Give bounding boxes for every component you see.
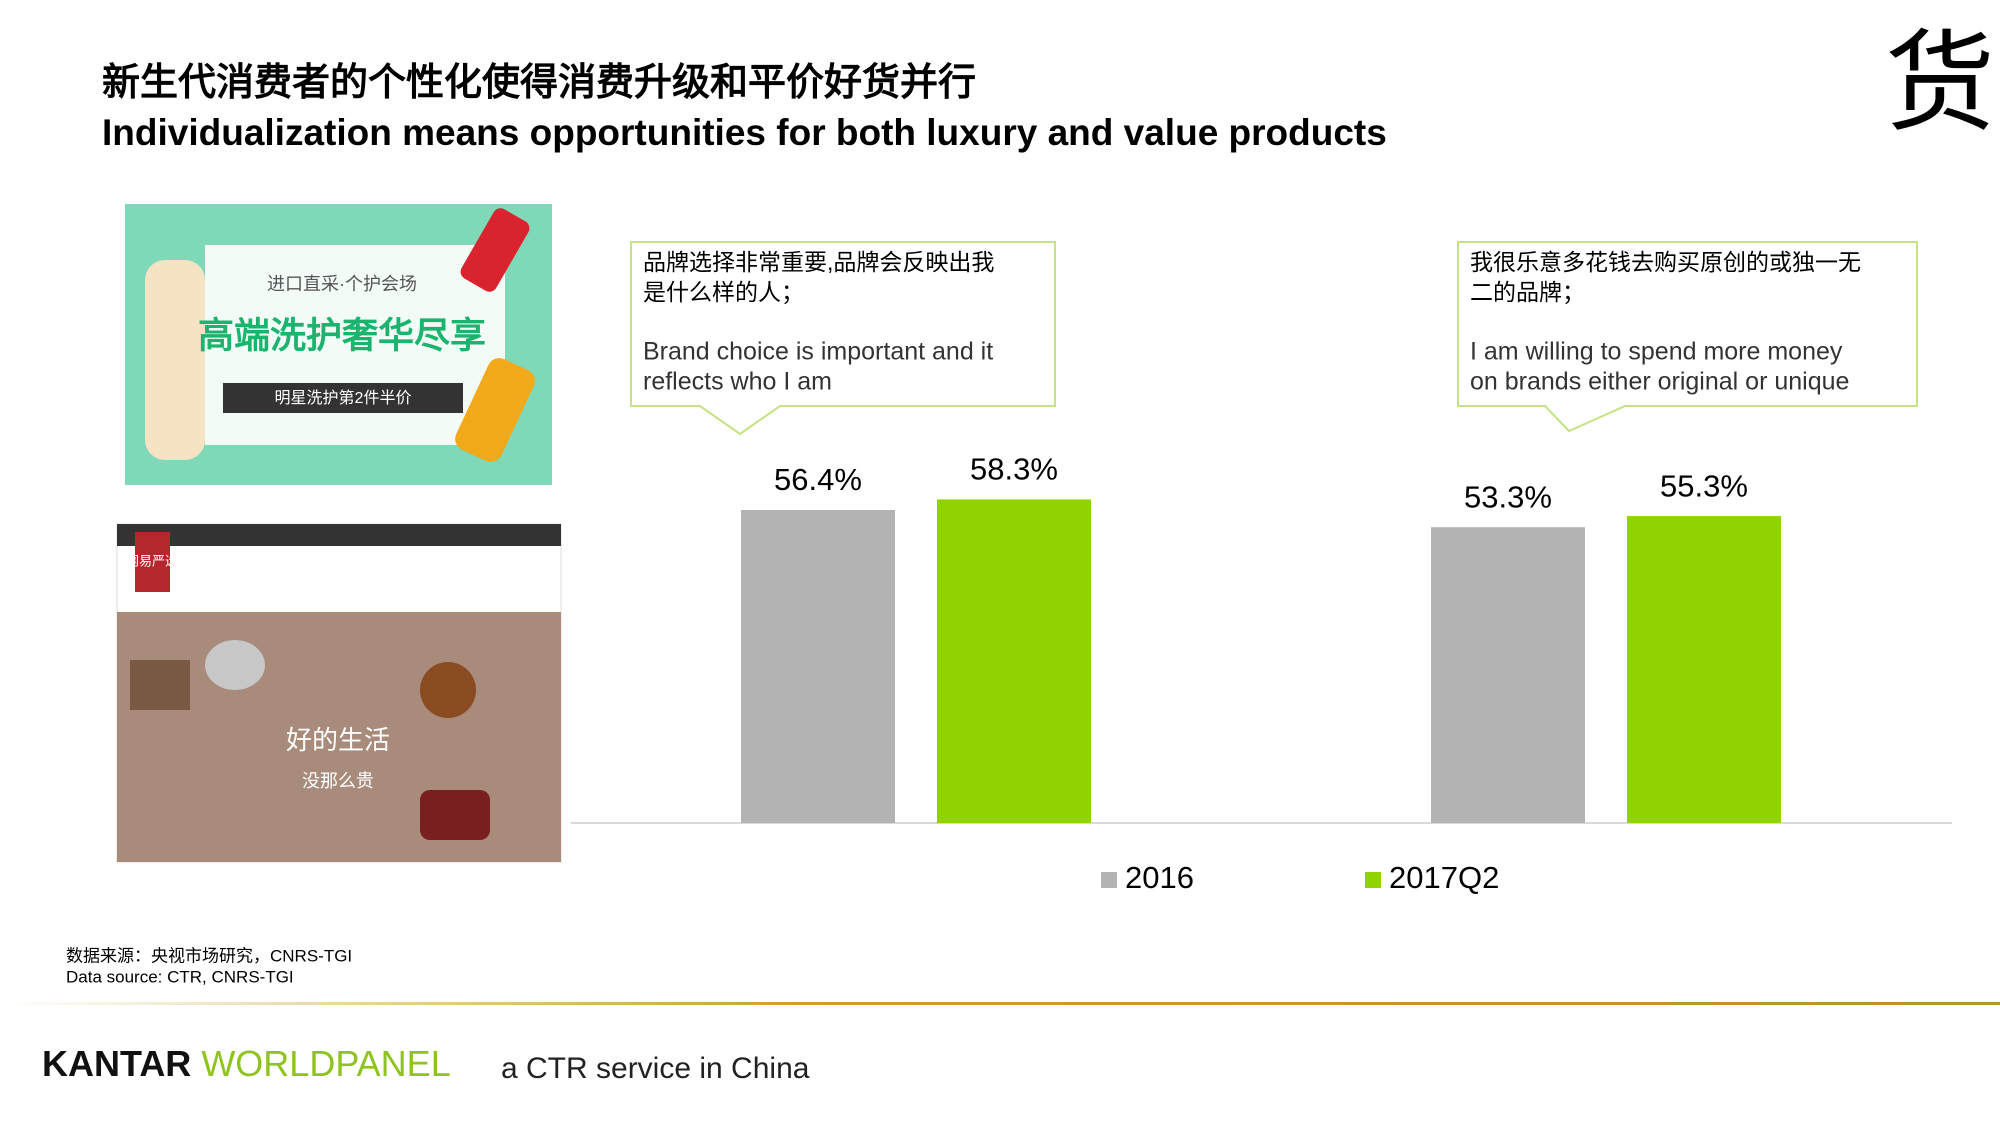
- promo-image-top: 进口直采·个护会场 高端洗护奢华尽享 明星洗护第2件半价: [125, 204, 552, 485]
- bottle: [145, 260, 205, 460]
- title-en: Individualization means opportunities fo…: [102, 112, 1387, 153]
- image-text: 网易严选: [126, 553, 178, 568]
- legend-label: 2017Q2: [1389, 860, 1499, 895]
- corner-glyph: 货: [1885, 19, 1995, 147]
- image-topbar: [117, 524, 561, 546]
- source-en: Data source: CTR, CNRS-TGI: [66, 967, 294, 986]
- callout-text-cn: 品牌选择非常重要,品牌会反映出我: [643, 249, 994, 275]
- value-label: 53.3%: [1464, 479, 1552, 514]
- callout-text-cn: 是什么样的人；: [643, 279, 804, 305]
- tagline: a CTR service in China: [501, 1052, 810, 1085]
- bar: [1627, 516, 1781, 823]
- callout-box: [630, 241, 1056, 436]
- bottle: [460, 208, 530, 292]
- brand-b: WORLDPANEL: [201, 1043, 450, 1084]
- callout-text-cn: 二的品牌；: [1470, 279, 1585, 305]
- title-cn: 新生代消费者的个性化使得消费升级和平价好货并行: [102, 62, 976, 104]
- image-text: 没那么贵: [302, 771, 374, 792]
- image-text: 好的生活: [286, 726, 390, 756]
- legend-label: 2016: [1125, 860, 1194, 895]
- image-item: [420, 662, 476, 718]
- value-label: 56.4%: [774, 462, 862, 497]
- bar: [937, 499, 1091, 823]
- callout-text-cn: 我很乐意多花钱去购买原创的或独一无: [1470, 249, 1861, 275]
- image-text: 明星洗护第2件半价: [275, 389, 412, 407]
- image-item: [130, 660, 190, 710]
- value-label: 58.3%: [970, 452, 1058, 487]
- image-item: [420, 790, 490, 840]
- source-cn: 数据来源：央视市场研究，CNRS-TGI: [66, 946, 352, 965]
- callout-text-en: I am willing to spend more money: [1470, 338, 1843, 366]
- bar: [1431, 527, 1585, 823]
- value-label: 55.3%: [1660, 468, 1748, 503]
- callout-text-en: Brand choice is important and it: [643, 338, 993, 366]
- image-banner: [223, 383, 463, 413]
- brand: KANTAR WORLDPANEL: [42, 1043, 451, 1084]
- callout-box: [1457, 241, 1918, 433]
- chart: 56.4% 53.3% 58.3% 55.3% 品牌选择非常重要,品牌会反映出我是什么样…: [571, 241, 1952, 895]
- callout-text-en: reflects who I am: [643, 368, 832, 396]
- image-text: 进口直采·个护会场: [267, 274, 417, 294]
- bottle: [455, 358, 535, 462]
- bar: [741, 509, 895, 823]
- logo-box: [135, 532, 170, 592]
- divider: [0, 1002, 2000, 1005]
- legend-swatch: [1101, 872, 1117, 888]
- image-text: 高端洗护奢华尽享: [198, 315, 486, 356]
- legend-swatch: [1365, 872, 1381, 888]
- image-item: [205, 640, 265, 690]
- brand-a: KANTAR: [42, 1043, 191, 1084]
- promo-image-bottom: 网易严选 好的生活 没那么贵: [116, 523, 562, 863]
- callout-text-en: on brands either original or unique: [1470, 368, 1849, 396]
